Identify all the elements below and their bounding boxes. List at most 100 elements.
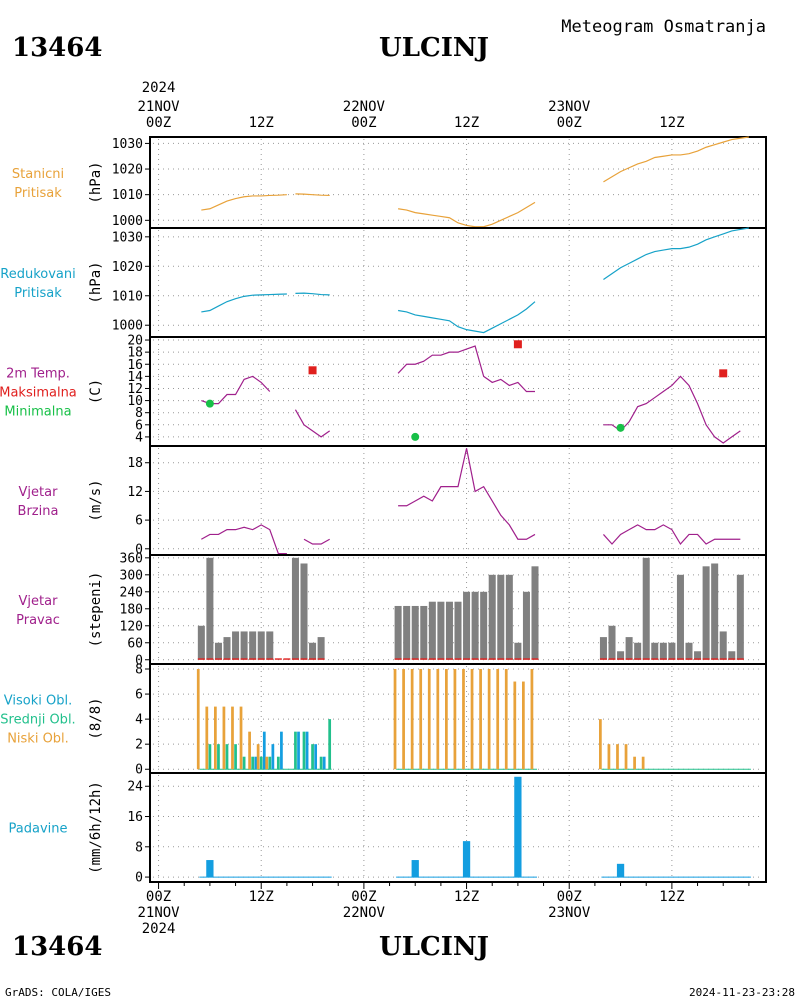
bottom-time-label: 21NOV [137,905,180,921]
bar-vjetar_pravac [463,658,471,660]
bar-vjetar_pravac [240,658,248,660]
panel-label-temperatura: Minimalna [4,405,71,420]
bar-oblacnost [251,756,255,770]
y-tick-label-oblacnost: 8 [135,663,143,678]
bar-vjetar_pravac [505,658,513,660]
bar-padavine [514,776,522,878]
bar-vjetar_pravac [659,642,667,660]
y-tick-label-padavine: 8 [135,840,143,855]
bar-vjetar_pravac [617,658,625,660]
bar-oblacnost [268,756,272,770]
y-tick-label-vjetar_brzina: 18 [127,456,143,471]
panel-label-oblacnost: Srednji Obl. [0,713,75,728]
header-station-id: 13464 [12,33,102,63]
min-temp-marker [205,399,214,408]
bar-vjetar_pravac [428,658,436,660]
bar-oblacnost [633,756,636,770]
panel-label-redukovani: Pritisak [14,286,62,301]
bar-vjetar_pravac [274,658,282,660]
y-axis-label-oblacnost: (8/8) [88,697,104,739]
bar-vjetar_pravac [266,631,274,660]
bar-oblacnost [410,669,414,770]
max-temp-marker [719,369,728,378]
bar-oblacnost [231,706,234,770]
bar-oblacnost [205,706,209,770]
bar-oblacnost [297,731,300,770]
y-axis-label-temperatura: (C) [88,379,104,404]
y-axis-label-stanicni: (hPa) [88,161,104,203]
series-line-vjetar_brzina [602,524,741,546]
top-time-label: 00Z [557,115,582,131]
bar-vjetar_pravac [625,637,633,660]
series-line-vjetar_brzina [303,538,330,545]
top-time-label: 21NOV [137,99,180,115]
y-tick-label-temperatura: 10 [127,394,143,409]
bar-vjetar_pravac [257,658,265,660]
min-temp-marker [411,432,420,441]
bar-vjetar_pravac [531,658,539,660]
y-tick-label-stanicni: 1010 [112,188,143,203]
panel-label-temperatura: 2m Temp. [6,367,70,382]
bar-vjetar_pravac [317,637,325,660]
y-tick-label-vjetar_brzina: 12 [127,485,143,500]
bar-vjetar_pravac [266,658,274,660]
bar-oblacnost [256,744,260,770]
y-tick-label-stanicni: 1030 [112,137,143,152]
top-time-label: 23NOV [548,99,591,115]
bottom-time-label: 22NOV [343,905,386,921]
max-temp-marker [513,340,522,349]
bottom-time-label: 12Z [659,889,684,905]
bar-vjetar_pravac [257,631,265,660]
bar-vjetar_pravac [702,566,710,660]
y-tick-label-redukovani: 1020 [112,260,143,275]
bar-vjetar_pravac [197,625,205,660]
bar-oblacnost [254,756,258,770]
panel-label-stanicni: Stanicni [12,167,64,182]
bar-padavine [411,860,419,878]
bar-oblacnost [319,756,323,770]
bottom-time-label: 12Z [454,889,479,905]
bar-oblacnost [262,731,266,770]
bar-vjetar_pravac [403,605,411,660]
bar-oblacnost [402,669,405,770]
panel-label-vjetar_pravac: Pravac [16,613,60,628]
bar-vjetar_pravac [634,642,642,660]
bar-oblacnost [328,719,332,770]
bar-oblacnost [470,669,474,770]
y-tick-label-stanicni: 1000 [112,214,143,229]
bottom-time-label: 12Z [249,889,274,905]
series-line-stanicni [398,201,536,228]
panel-label-redukovani: Redukovani [0,267,75,282]
bar-oblacnost [504,669,508,770]
panel-label-stanicni: Pritisak [14,186,62,201]
bar-vjetar_pravac [599,637,607,660]
bar-oblacnost [393,669,397,770]
y-tick-label-padavine: 16 [127,810,143,825]
panel-label-vjetar_brzina: Brzina [18,504,59,519]
y-tick-label-redukovani: 1000 [112,319,143,334]
bar-vjetar_pravac [463,591,471,660]
bar-oblacnost [259,756,263,770]
footer-credit: GrADS: COLA/IGES [5,986,111,999]
bar-vjetar_pravac [454,658,462,660]
bar-vjetar_pravac [471,591,479,660]
bar-oblacnost [624,744,628,770]
bar-vjetar_pravac [651,658,659,660]
bar-vjetar_pravac [522,591,530,660]
series-line-stanicni [295,193,330,197]
bar-vjetar_pravac [411,658,419,660]
panel-frame-padavine [149,772,767,883]
series-line-vjetar_brzina [398,448,536,540]
bar-vjetar_pravac [214,642,222,660]
bar-vjetar_pravac [685,642,693,660]
y-tick-label-oblacnost: 2 [135,738,143,753]
bar-vjetar_pravac [437,601,445,660]
bar-oblacnost [214,706,217,770]
bar-oblacnost [196,669,200,770]
y-tick-label-temperatura: 16 [127,358,143,373]
y-tick-label-temperatura: 8 [135,406,143,421]
y-tick-label-temperatura: 6 [135,418,143,433]
bar-vjetar_pravac [428,601,436,660]
bar-vjetar_pravac [736,574,744,660]
